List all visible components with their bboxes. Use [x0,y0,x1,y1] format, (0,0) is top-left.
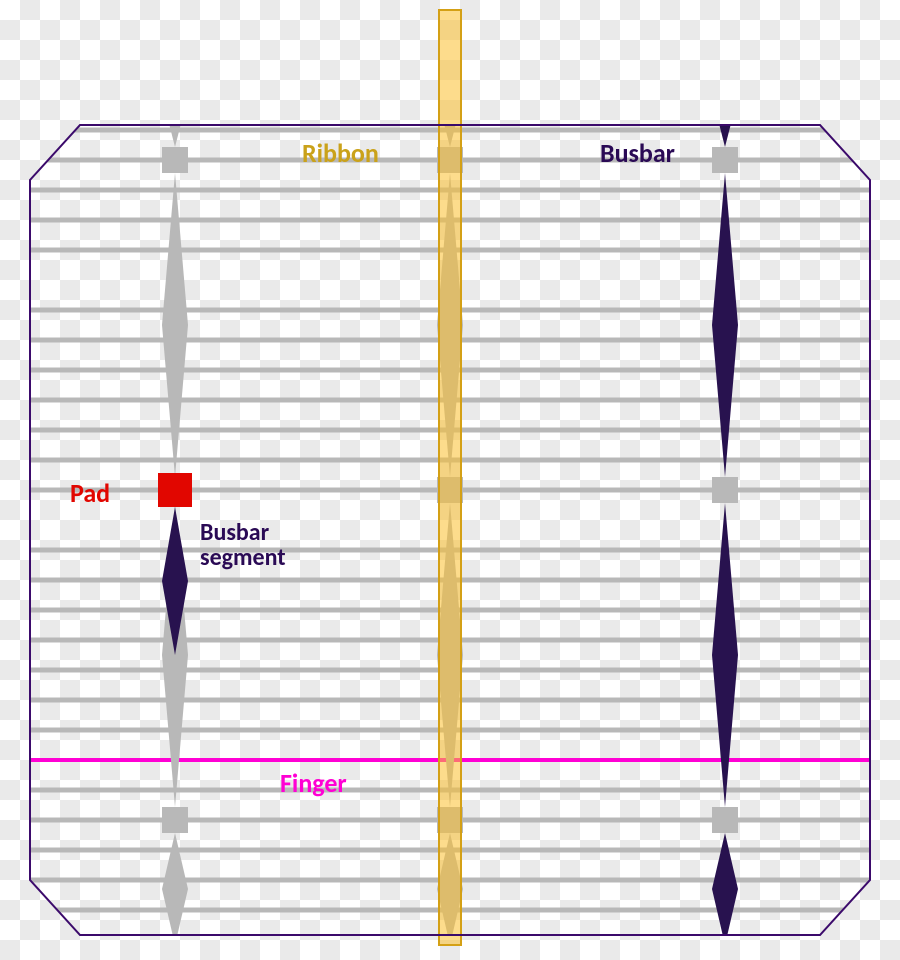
diagram-canvas [0,0,900,960]
pad [712,807,738,833]
label-busbar-segment: Busbar segment [200,520,286,570]
ribbon [439,10,461,945]
pad [162,147,188,173]
label-ribbon: Ribbon [302,140,379,167]
pad [162,807,188,833]
label-busbar: Busbar [600,140,675,167]
pad [712,477,738,503]
label-finger: Finger [280,770,347,797]
pad [712,147,738,173]
pad-highlight [158,473,192,507]
label-pad: Pad [70,480,110,507]
